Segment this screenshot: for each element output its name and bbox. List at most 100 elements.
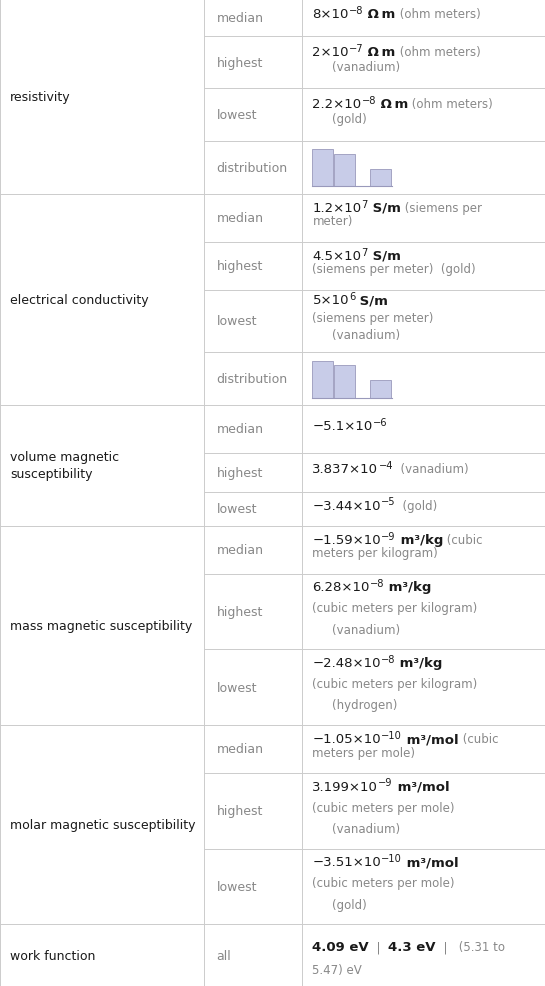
Text: 5.47) eV: 5.47) eV — [312, 963, 362, 976]
Text: (vanadium): (vanadium) — [332, 623, 401, 636]
Text: −8: −8 — [349, 6, 364, 16]
Text: 6.28×10: 6.28×10 — [312, 581, 370, 594]
Text: m³/kg: m³/kg — [396, 657, 443, 669]
Text: lowest: lowest — [216, 681, 257, 694]
Text: volume magnetic
susceptibility: volume magnetic susceptibility — [10, 451, 119, 481]
Text: lowest: lowest — [216, 503, 257, 516]
Text: −9: −9 — [378, 778, 393, 788]
Text: (cubic: (cubic — [458, 733, 498, 745]
Text: |: | — [369, 940, 388, 953]
Text: 1.2×10: 1.2×10 — [312, 202, 361, 215]
Text: −8: −8 — [381, 654, 396, 664]
Text: electrical conductivity: electrical conductivity — [10, 294, 149, 307]
Text: −9: −9 — [381, 531, 396, 541]
Text: m³/kg: m³/kg — [384, 581, 432, 594]
Text: (ohm meters): (ohm meters) — [408, 99, 493, 111]
Text: (gold): (gold) — [396, 499, 438, 512]
Text: (cubic meters per mole): (cubic meters per mole) — [312, 877, 455, 889]
Text: lowest: lowest — [216, 880, 257, 893]
Text: (vanadium): (vanadium) — [332, 60, 401, 74]
Text: 7: 7 — [361, 199, 368, 209]
Text: 4.09 eV: 4.09 eV — [312, 940, 369, 953]
Text: (siemens per meter)  (gold): (siemens per meter) (gold) — [312, 263, 476, 276]
Bar — [312, 150, 334, 187]
Text: −7: −7 — [349, 43, 364, 53]
Text: 3.199×10: 3.199×10 — [312, 780, 378, 793]
Text: −8: −8 — [370, 579, 384, 589]
Bar — [371, 381, 391, 398]
Text: (ohm meters): (ohm meters) — [396, 9, 480, 22]
Text: (cubic: (cubic — [443, 533, 482, 546]
Text: m³/mol: m³/mol — [393, 780, 450, 793]
Text: 4.3 eV: 4.3 eV — [388, 940, 435, 953]
Text: (ohm meters): (ohm meters) — [396, 45, 481, 59]
Text: −1.59×10: −1.59×10 — [312, 533, 381, 546]
Text: (5.31 to: (5.31 to — [455, 940, 505, 953]
Bar — [312, 361, 334, 398]
Text: (gold): (gold) — [332, 113, 367, 126]
Text: Ω m: Ω m — [364, 45, 396, 59]
Text: all: all — [216, 949, 231, 961]
Text: 2.2×10: 2.2×10 — [312, 99, 361, 111]
Text: Ω m: Ω m — [364, 9, 396, 22]
Text: (cubic meters per kilogram): (cubic meters per kilogram) — [312, 601, 478, 615]
Text: highest: highest — [216, 605, 263, 618]
Text: S/m: S/m — [355, 294, 388, 307]
Text: S/m: S/m — [368, 202, 401, 215]
Text: meters per mole): meters per mole) — [312, 745, 415, 759]
Text: (siemens per: (siemens per — [401, 202, 482, 215]
Text: meters per kilogram): meters per kilogram) — [312, 547, 438, 560]
Text: −5: −5 — [381, 497, 396, 507]
Text: 2×10: 2×10 — [312, 45, 349, 59]
Bar — [335, 155, 355, 187]
Text: median: median — [216, 12, 263, 25]
Text: −3.51×10: −3.51×10 — [312, 855, 381, 869]
Text: −8: −8 — [361, 96, 376, 106]
Text: −6: −6 — [373, 417, 387, 427]
Text: molar magnetic susceptibility: molar magnetic susceptibility — [10, 818, 196, 831]
Text: m³/mol: m³/mol — [402, 733, 458, 745]
Text: −10: −10 — [381, 731, 402, 740]
Text: m³/kg: m³/kg — [396, 533, 443, 546]
Text: lowest: lowest — [216, 316, 257, 328]
Text: (gold): (gold) — [332, 897, 367, 911]
Text: 6: 6 — [349, 292, 355, 302]
Text: −10: −10 — [381, 853, 402, 863]
Text: (vanadium): (vanadium) — [332, 329, 401, 342]
Text: median: median — [216, 543, 263, 557]
Text: (vanadium): (vanadium) — [332, 822, 401, 835]
Text: median: median — [216, 212, 263, 225]
Text: (vanadium): (vanadium) — [393, 462, 469, 475]
Text: 8×10: 8×10 — [312, 9, 349, 22]
Text: −3.44×10: −3.44×10 — [312, 499, 381, 512]
Text: m³/mol: m³/mol — [402, 855, 459, 869]
Bar — [371, 170, 391, 187]
Text: S/m: S/m — [368, 249, 401, 262]
Text: meter): meter) — [312, 215, 353, 228]
Text: 7: 7 — [361, 247, 368, 257]
Text: median: median — [216, 423, 263, 436]
Text: (hydrogen): (hydrogen) — [332, 699, 398, 712]
Text: 3.837×10: 3.837×10 — [312, 462, 378, 475]
Text: |: | — [435, 940, 455, 953]
Text: distribution: distribution — [216, 162, 288, 175]
Text: 5×10: 5×10 — [312, 294, 349, 307]
Text: highest: highest — [216, 805, 263, 817]
Text: (cubic meters per kilogram): (cubic meters per kilogram) — [312, 677, 478, 690]
Text: highest: highest — [216, 466, 263, 479]
Text: work function: work function — [10, 949, 95, 961]
Text: mass magnetic susceptibility: mass magnetic susceptibility — [10, 619, 192, 632]
Text: resistivity: resistivity — [10, 91, 71, 104]
Text: median: median — [216, 742, 263, 755]
Text: Ω m: Ω m — [376, 99, 408, 111]
Text: highest: highest — [216, 56, 263, 70]
Bar — [335, 366, 355, 398]
Text: (siemens per meter): (siemens per meter) — [312, 312, 434, 324]
Text: −5.1×10: −5.1×10 — [312, 419, 373, 433]
Text: lowest: lowest — [216, 109, 257, 122]
Text: highest: highest — [216, 260, 263, 273]
Text: −4: −4 — [378, 460, 393, 470]
Text: (cubic meters per mole): (cubic meters per mole) — [312, 801, 455, 813]
Text: distribution: distribution — [216, 373, 288, 386]
Text: −2.48×10: −2.48×10 — [312, 657, 381, 669]
